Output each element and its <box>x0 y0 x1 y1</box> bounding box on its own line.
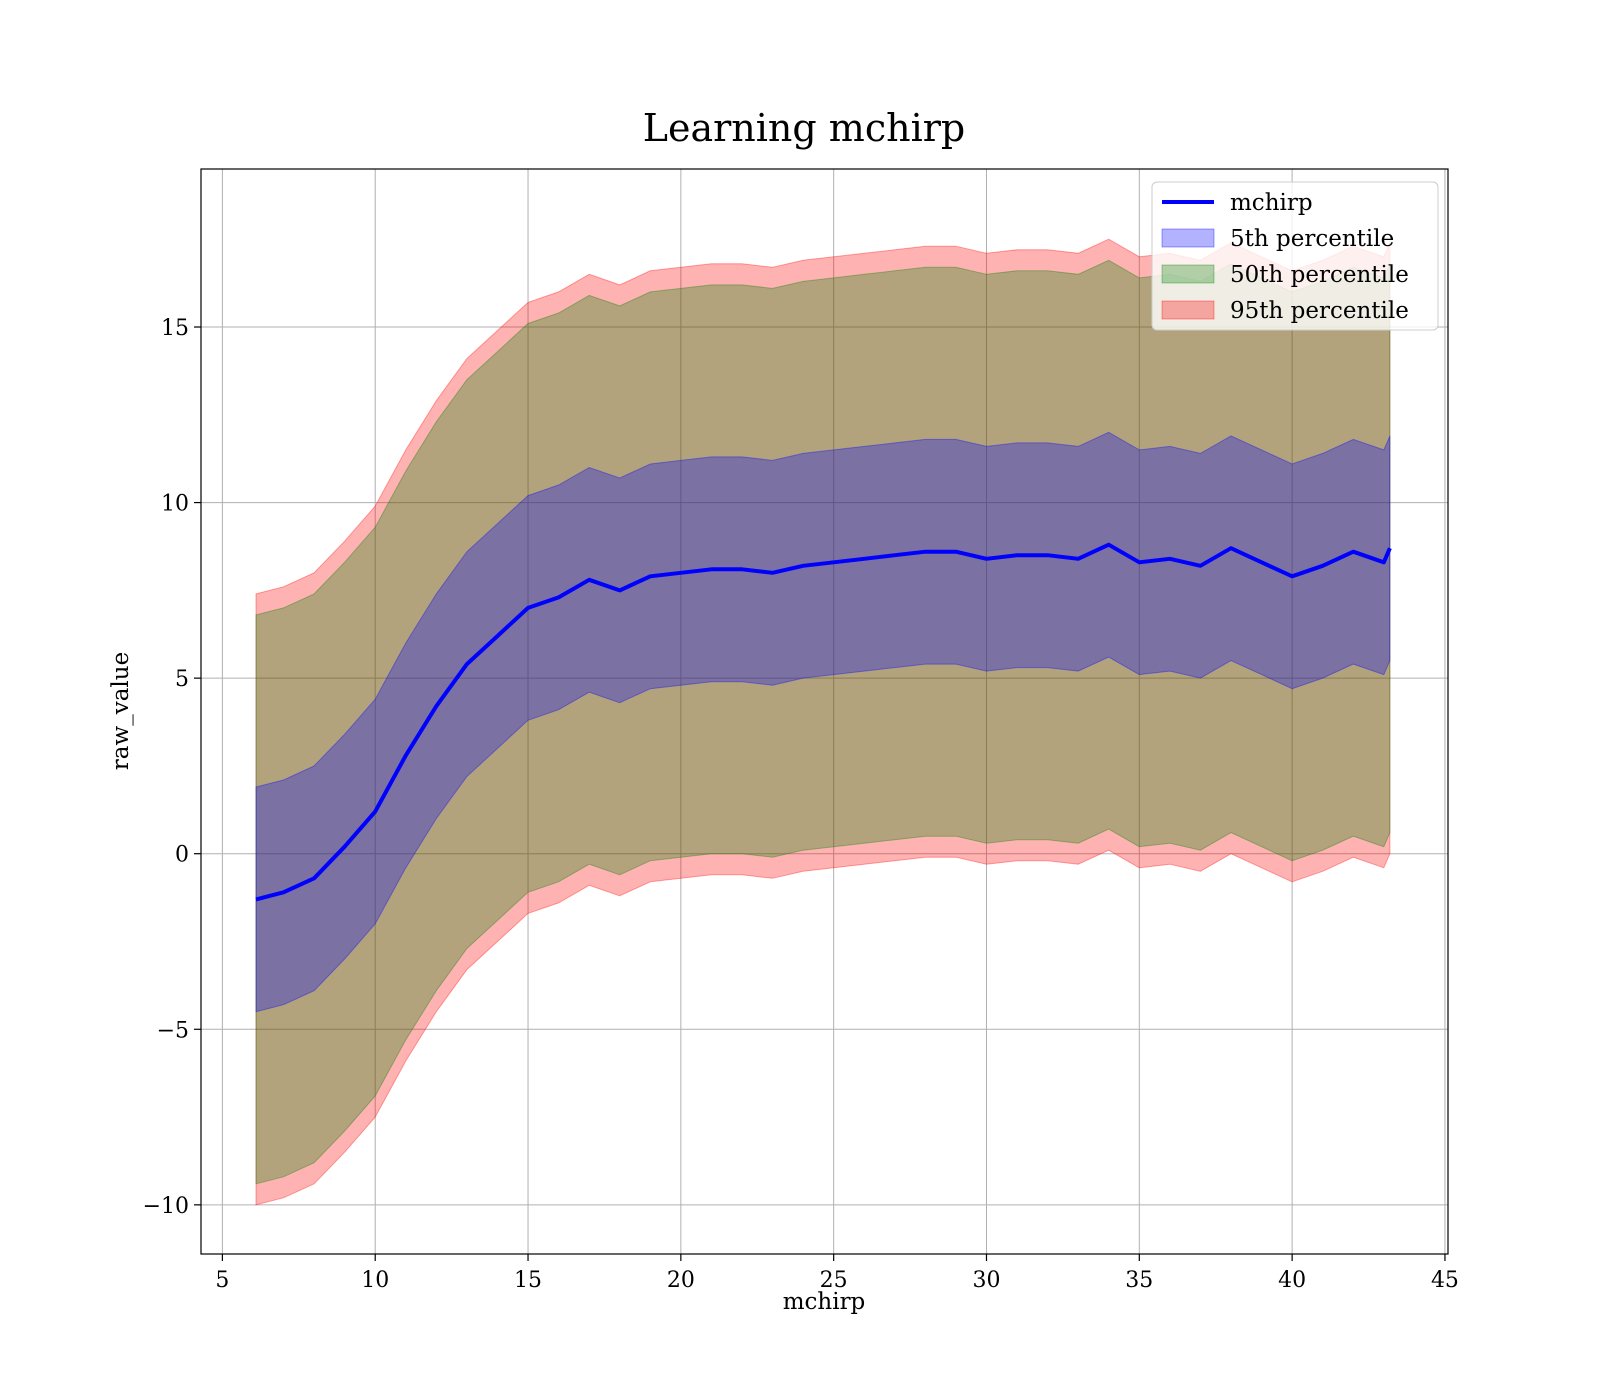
y-tick-label-2: 0 <box>175 843 189 868</box>
x-axis: 5 10 15 20 25 30 35 40 45 <box>215 1254 1459 1293</box>
x-tick-label-3: 20 <box>667 1268 695 1293</box>
x-tick-label-2: 15 <box>514 1268 542 1293</box>
legend-swatch-2 <box>1161 264 1215 284</box>
y-tick-label-5: 15 <box>161 316 189 341</box>
x-tick-label-7: 40 <box>1278 1268 1306 1293</box>
series-line-mchirp <box>255 542 1392 902</box>
legend-label-3: 95th percentile <box>1230 298 1409 324</box>
grid <box>201 169 1448 1254</box>
legend-label-0: mchirp <box>1230 190 1313 216</box>
x-tick-label-6: 35 <box>1125 1268 1153 1293</box>
series-lines <box>255 542 1392 902</box>
y-tick-label-0: −10 <box>143 1194 189 1219</box>
legend-label-1: 5th percentile <box>1230 226 1394 252</box>
x-axis-label: mchirp <box>783 1289 866 1315</box>
y-tick-label-3: 5 <box>175 667 189 692</box>
x-tick-label-1: 10 <box>361 1268 389 1293</box>
x-tick-label-8: 45 <box>1431 1268 1459 1293</box>
legend-swatch-3 <box>1161 300 1215 320</box>
y-tick-label-4: 10 <box>161 492 189 517</box>
legend-label-2: 50th percentile <box>1230 262 1409 288</box>
y-axis-label: raw_value <box>108 652 134 770</box>
legend: mchirp 5th percentile 50th percentile 95th … <box>1151 181 1439 331</box>
band-95th-percentile <box>255 238 1391 1206</box>
y-tick-label-1: −5 <box>157 1018 189 1043</box>
x-tick-label-5: 30 <box>972 1268 1000 1293</box>
x-tick-label-0: 5 <box>215 1268 229 1293</box>
band-50th-percentile <box>255 259 1391 1185</box>
chart-title: Learning mchirp <box>643 106 965 150</box>
legend-swatch-1 <box>1161 228 1215 248</box>
plot-frame <box>200 168 1449 1255</box>
legend-box <box>1151 181 1439 331</box>
band-5th-percentile <box>255 431 1391 1013</box>
y-axis: −10 −5 0 5 10 15 <box>143 316 201 1219</box>
percentile-bands <box>255 238 1391 1206</box>
x-tick-label-4: 25 <box>820 1268 848 1293</box>
